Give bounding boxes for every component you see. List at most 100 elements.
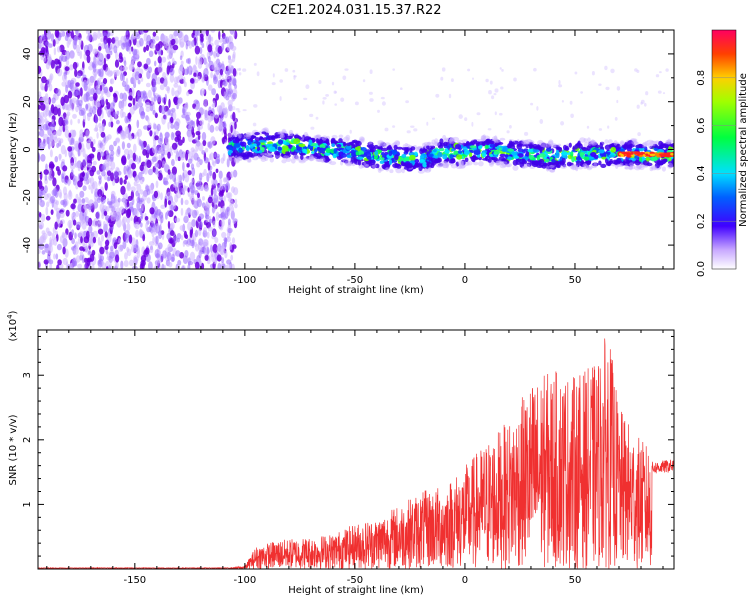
band-speck: [345, 145, 352, 150]
noise-speck: [231, 157, 236, 167]
faint-speck: [659, 71, 662, 74]
band-speck: [644, 140, 649, 147]
noise-speck: [167, 151, 171, 159]
band-speck: [298, 143, 306, 148]
band-speck: [507, 156, 512, 160]
faint-speck: [318, 80, 322, 84]
noise-speck: [160, 192, 163, 201]
noise-speck: [98, 115, 102, 122]
band-speck: [614, 147, 620, 153]
faint-speck: [253, 104, 258, 108]
band-speck: [649, 140, 656, 147]
noise-speck: [232, 92, 237, 100]
noise-speck: [177, 156, 181, 162]
noise-speck: [117, 197, 121, 203]
noise-speck: [139, 222, 143, 228]
snr-y-tick-label: 3: [22, 372, 33, 378]
noise-speck: [97, 252, 101, 260]
noise-speck: [67, 90, 73, 99]
noise-speck: [95, 211, 101, 220]
faint-speck: [253, 62, 257, 66]
band-speck: [357, 159, 362, 166]
faint-speck: [499, 67, 502, 70]
noise-speck: [222, 137, 225, 145]
band-speck: [323, 158, 331, 162]
band-speck: [277, 146, 282, 151]
band-speck: [478, 138, 485, 142]
band-speck: [228, 136, 233, 142]
noise-speck: [121, 156, 127, 166]
band-speck: [414, 158, 420, 164]
noise-speck: [232, 111, 236, 122]
noise-speck: [38, 221, 44, 230]
noise-speck: [226, 206, 230, 212]
noise-speck: [223, 177, 227, 183]
band-speck: [508, 140, 513, 146]
noise-speck: [146, 57, 151, 66]
band-speck: [264, 152, 272, 157]
noise-speck: [167, 200, 172, 206]
noise-speck: [127, 181, 131, 191]
band-speck: [252, 143, 257, 147]
band-speck: [302, 134, 306, 140]
band-speck: [484, 144, 489, 150]
noise-speck: [187, 264, 191, 269]
noise-speck: [86, 162, 93, 168]
noise-speck: [212, 229, 216, 238]
noise-speck: [122, 92, 128, 102]
band-speck: [550, 164, 557, 170]
band-speck: [433, 149, 437, 153]
band-speck: [385, 167, 390, 172]
noise-speck: [199, 119, 204, 126]
faint-speck: [458, 114, 463, 119]
faint-speck: [377, 109, 380, 113]
band-speck: [549, 164, 555, 168]
noise-speck: [140, 30, 144, 35]
noise-speck: [38, 248, 41, 255]
faint-speck: [487, 128, 492, 131]
noise-speck: [230, 205, 235, 215]
band-core-speck: [656, 154, 661, 158]
snr-x-tick-label: -100: [234, 575, 257, 586]
noise-speck: [191, 167, 196, 177]
noise-speck: [93, 73, 97, 81]
noise-speck: [193, 79, 199, 84]
band-speck: [442, 163, 449, 168]
noise-speck: [47, 247, 52, 255]
noise-speck: [207, 122, 211, 131]
band-speck: [529, 143, 533, 149]
noise-speck: [133, 244, 139, 253]
noise-speck: [187, 221, 193, 231]
noise-speck: [87, 258, 91, 267]
band-speck: [431, 139, 436, 145]
noise-speck: [128, 95, 133, 101]
band-speck: [308, 154, 314, 161]
faint-speck: [405, 100, 409, 104]
noise-speck: [201, 150, 206, 155]
noise-speck: [142, 90, 146, 96]
noise-speck: [79, 129, 84, 137]
band-speck: [599, 142, 603, 149]
band-speck: [350, 149, 356, 154]
band-speck: [393, 144, 398, 150]
noise-speck: [136, 183, 142, 192]
band-speck: [627, 166, 633, 170]
band-speck: [285, 151, 289, 156]
band-speck: [404, 147, 409, 153]
faint-speck: [362, 79, 366, 83]
noise-speck: [215, 211, 220, 221]
band-speck: [556, 152, 560, 159]
noise-speck: [113, 170, 119, 180]
noise-speck: [108, 144, 114, 152]
noise-speck: [200, 37, 204, 42]
faint-speck: [292, 69, 296, 73]
noise-speck: [133, 255, 139, 263]
noise-speck: [57, 259, 62, 266]
snr-y-multiplier-exp: 4: [6, 314, 14, 319]
noise-speck: [149, 104, 154, 112]
faint-speck: [334, 91, 337, 94]
band-speck: [404, 143, 408, 147]
colorbar-gradient: [712, 30, 736, 269]
noise-speck: [64, 51, 69, 56]
